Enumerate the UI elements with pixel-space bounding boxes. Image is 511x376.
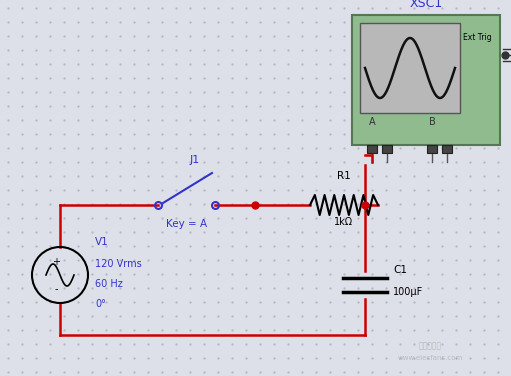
Text: C1: C1 — [393, 265, 407, 275]
Text: www.elecfans.com: www.elecfans.com — [398, 355, 462, 361]
Text: XSC1: XSC1 — [409, 0, 443, 10]
Text: 100μF: 100μF — [393, 287, 423, 297]
Bar — [367, 145, 377, 153]
Text: R1: R1 — [337, 171, 351, 181]
Bar — [382, 145, 392, 153]
Text: B: B — [429, 117, 435, 127]
Text: 1kΩ: 1kΩ — [334, 217, 354, 227]
Bar — [427, 145, 437, 153]
Text: V1: V1 — [95, 237, 109, 247]
Text: 120 Vrms: 120 Vrms — [95, 259, 142, 269]
Bar — [360, 23, 460, 113]
Text: -: - — [54, 284, 58, 294]
Text: +: + — [52, 257, 60, 267]
Text: 60 Hz: 60 Hz — [95, 279, 123, 289]
Bar — [442, 145, 452, 153]
Text: A: A — [369, 117, 375, 127]
Text: 0°: 0° — [95, 299, 106, 309]
Text: 电子发烧网: 电子发烧网 — [419, 341, 442, 350]
Text: Key = A: Key = A — [166, 219, 207, 229]
Bar — [352, 15, 500, 145]
Text: Ext Trig: Ext Trig — [463, 33, 492, 42]
Text: J1: J1 — [190, 155, 200, 165]
